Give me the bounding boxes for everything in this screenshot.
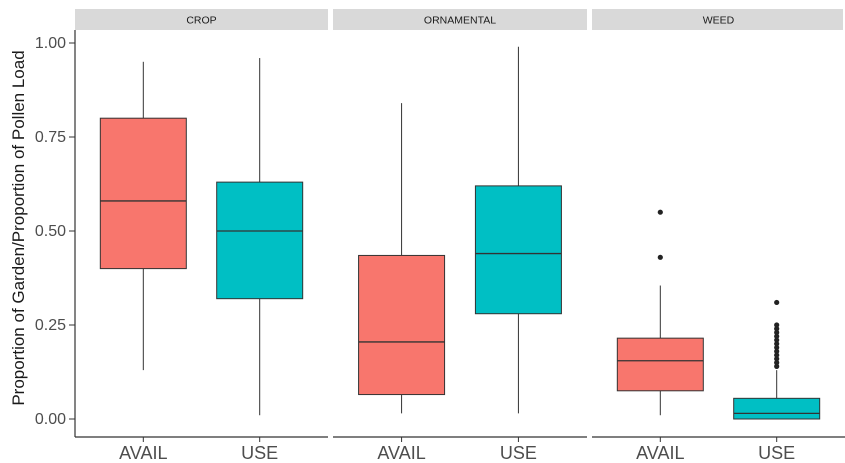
y-tick-label: 1.00 [35, 35, 66, 52]
box-avail: AVAIL [358, 103, 446, 463]
outlier-point [774, 360, 780, 366]
box-body [733, 397, 821, 420]
x-tick-label: AVAIL [377, 443, 425, 463]
y-tick-label: 0.25 [35, 317, 66, 334]
outlier-point [657, 209, 663, 215]
facet-strip [75, 9, 328, 30]
outlier-point [774, 344, 780, 351]
outlier-point [774, 352, 780, 358]
outlier-point [774, 337, 780, 343]
box-use: USE [733, 299, 821, 463]
y-tick-label: 0.50 [35, 223, 66, 240]
y-tick-label: 0.75 [35, 129, 66, 146]
box-use: USE [216, 58, 304, 463]
facet-strip-label: CROP [186, 15, 216, 27]
outlier-point [774, 341, 780, 347]
outlier-point [657, 254, 663, 260]
box-body [216, 181, 304, 300]
facet-panel-weed: WEED AVAIL USE [592, 9, 845, 463]
box-avail: AVAIL [99, 61, 187, 463]
outlier-point [774, 348, 780, 354]
outlier-point [774, 329, 780, 336]
facet-strip-label: ORNAMENTAL [424, 15, 496, 27]
x-tick-label: USE [500, 443, 537, 463]
x-tick-label: AVAIL [119, 443, 167, 463]
box-avail: AVAIL [616, 209, 704, 463]
x-tick-label: USE [241, 443, 278, 463]
outlier-point [774, 333, 780, 339]
y-tick-label: 0.00 [35, 411, 66, 428]
facet-strip-label: WEED [703, 15, 735, 27]
facet-panels: CROP AVAIL USE ORNAMENTAL AVAIL USE WEED AVAIL U… [74, 9, 845, 463]
outlier-point [774, 326, 780, 332]
box-body [474, 185, 562, 315]
outlier-point [774, 363, 780, 369]
y-axis-label: Proportion of Garden/Proportion of Polle… [9, 50, 28, 405]
facet-strip [333, 9, 587, 30]
outlier-point [774, 322, 780, 328]
facet-panel-crop: CROP AVAIL USE [74, 9, 328, 463]
outlier-point [774, 299, 780, 306]
facet-strip [592, 9, 843, 30]
box-body [616, 337, 704, 392]
x-tick-label: USE [758, 443, 795, 463]
outlier-point [774, 356, 780, 362]
x-tick-label: AVAIL [636, 443, 684, 463]
facet-panel-ornamental: ORNAMENTAL AVAIL USE [333, 9, 587, 463]
box-body [358, 254, 446, 396]
box-body [99, 117, 187, 270]
y-axis-ticks: 0.00 0.25 0.50 0.75 1.00 [35, 35, 75, 428]
box-use: USE [474, 46, 562, 463]
